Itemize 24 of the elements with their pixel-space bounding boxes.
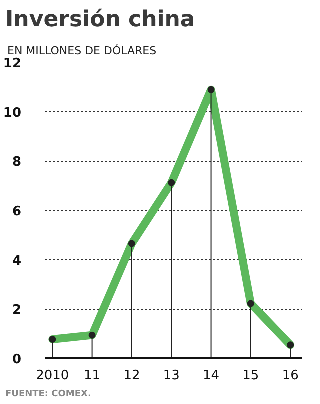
x-tick-label: 12 xyxy=(124,368,140,384)
point xyxy=(287,342,294,349)
point xyxy=(168,179,176,186)
point xyxy=(208,86,215,94)
y-tick-label: 4 xyxy=(12,254,22,269)
point xyxy=(88,332,96,339)
point xyxy=(247,300,254,308)
source-note: FUENTE: COMEX. xyxy=(6,390,92,400)
y-tick-label: 2 xyxy=(12,303,22,318)
x-tick-label: 11 xyxy=(84,368,101,384)
x-tick-label: 13 xyxy=(163,368,180,384)
y-tick-label: 12 xyxy=(3,56,22,72)
point xyxy=(128,240,136,248)
x-tick-label: 15 xyxy=(242,368,260,384)
x-tick-label: 16 xyxy=(282,368,299,384)
chart-title: Inversión china xyxy=(6,8,196,32)
point xyxy=(49,336,56,343)
y-tick-label: 6 xyxy=(12,204,22,220)
y-tick-label: 8 xyxy=(12,155,22,170)
chart-subtitle: EN MILLONES DE DÓLARES xyxy=(8,44,157,58)
y-tick-label: 10 xyxy=(3,106,22,121)
x-tick-label: 2010 xyxy=(36,368,70,384)
y-tick-label: 0 xyxy=(12,352,22,368)
x-tick-label: 14 xyxy=(203,368,220,384)
